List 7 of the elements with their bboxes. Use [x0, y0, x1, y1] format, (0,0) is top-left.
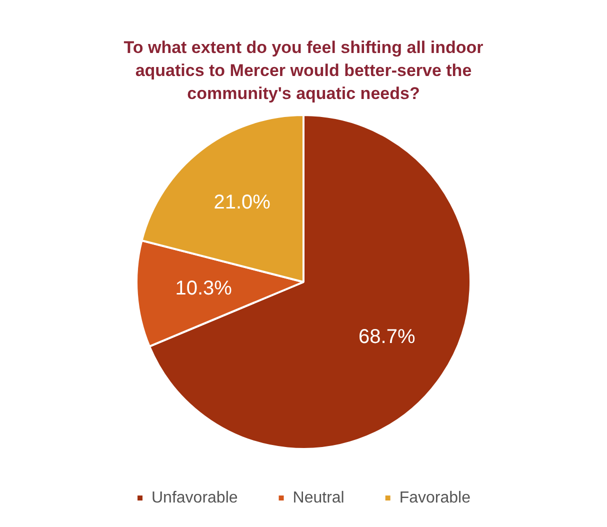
legend-label: Neutral	[292, 489, 344, 506]
data-label: 10.3%	[175, 278, 232, 300]
legend-label: Unfavorable	[152, 489, 238, 506]
legend-label: Favorable	[399, 489, 471, 506]
data-label: 21.0%	[214, 191, 271, 214]
data-label: 68.7%	[358, 326, 416, 348]
chart-title: To what extent do you feel shifting all indoor aquatics to Mercer would better-serve the community's aquatic needs?	[122, 37, 484, 105]
